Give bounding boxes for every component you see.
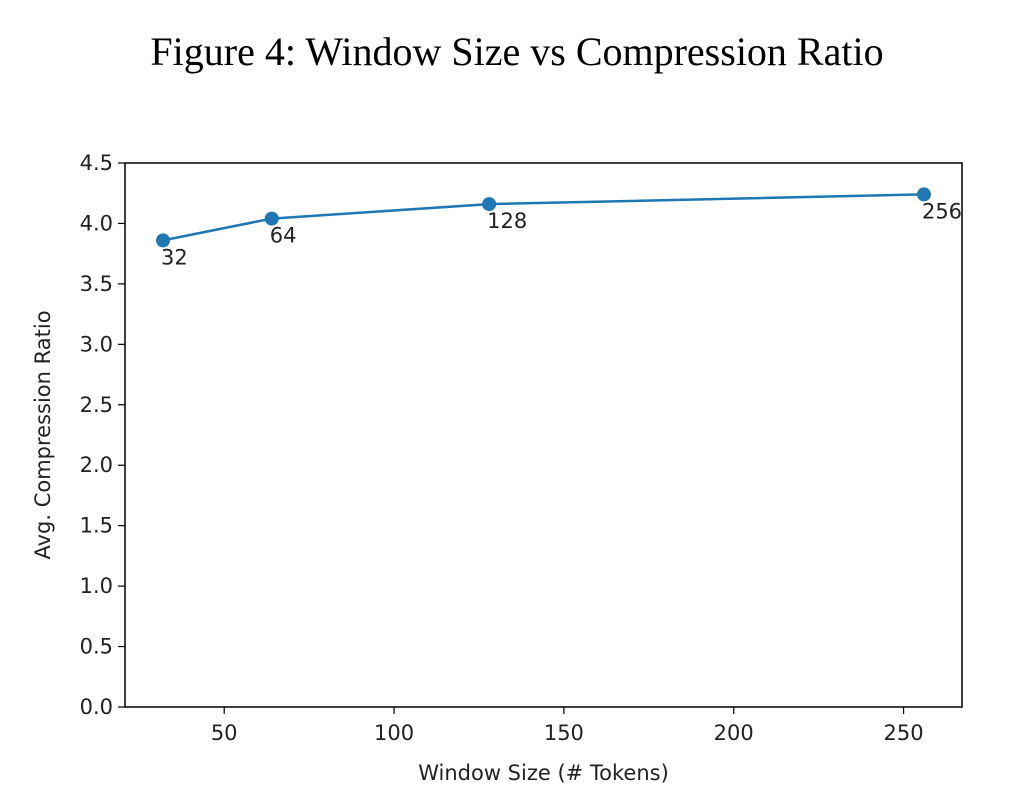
x-axis-label: Window Size (# Tokens) [418,761,669,785]
series-line [162,193,925,242]
data-point [264,211,279,226]
y-tick-label: 1.0 [80,574,113,598]
y-axis-label: Avg. Compression Ratio [31,310,55,559]
data-label: 64 [270,224,297,248]
y-tick-label: 4.5 [80,151,113,175]
y-tick-label: 3.5 [80,272,113,296]
y-tick-label: 2.5 [80,393,113,417]
x-tick-label: 200 [714,721,754,745]
y-tick-label: 0.5 [80,635,113,659]
y-tick-label: 1.5 [80,514,113,538]
x-tick-label: 100 [374,721,414,745]
x-tick-label: 50 [211,721,238,745]
y-tick-label: 3.0 [80,332,113,356]
data-label: 128 [487,209,527,233]
data-point [482,197,497,212]
y-tick-label: 4.0 [80,211,113,235]
x-tick-label: 250 [884,721,924,745]
x-tick-label: 150 [544,721,584,745]
plot-frame [124,162,963,708]
data-label: 32 [161,245,188,269]
y-tick-label: 0.0 [80,695,113,719]
data-point [916,187,931,202]
data-point [156,233,171,248]
figure-title: Figure 4: Window Size vs Compression Rat… [150,29,884,74]
y-tick-label: 2.0 [80,453,113,477]
data-label: 256 [922,199,962,223]
